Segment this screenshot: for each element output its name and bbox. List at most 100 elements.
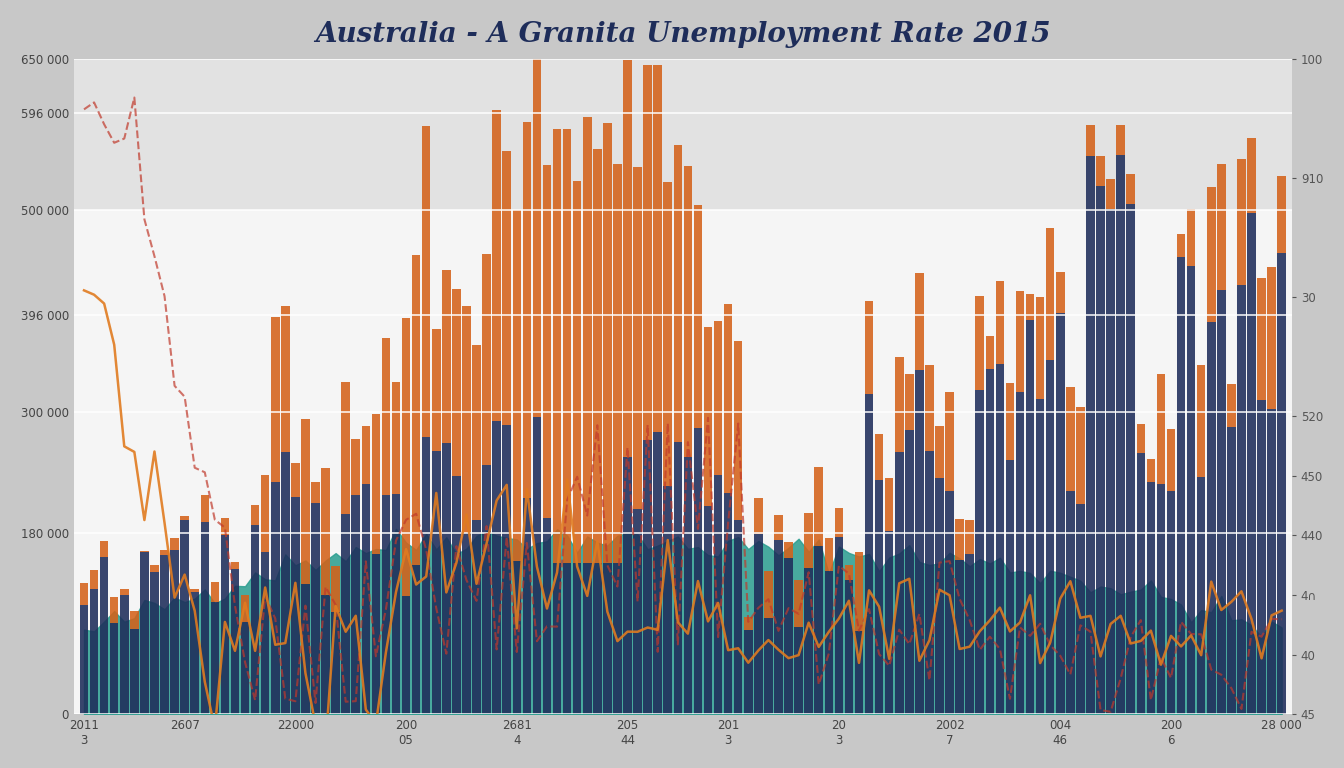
Bar [1277, 253, 1286, 714]
Bar [332, 613, 340, 714]
Bar [1016, 392, 1024, 714]
Bar [251, 505, 259, 525]
Bar [1025, 294, 1035, 320]
Bar [312, 503, 320, 714]
Bar [1097, 187, 1105, 714]
Bar [794, 627, 802, 714]
Bar [140, 551, 149, 714]
Bar [1177, 233, 1185, 257]
Bar [1198, 477, 1206, 714]
Bar [130, 611, 138, 629]
Bar [151, 571, 159, 714]
Bar [79, 583, 89, 605]
Bar [200, 495, 210, 521]
Bar [1066, 492, 1075, 714]
Bar [231, 562, 239, 569]
Bar [1157, 484, 1165, 714]
Bar [552, 563, 562, 714]
Bar [431, 329, 441, 452]
Bar [774, 515, 782, 541]
Bar [583, 563, 591, 714]
Bar [462, 534, 470, 714]
Bar [925, 366, 934, 451]
Bar [785, 542, 793, 558]
Bar [1187, 266, 1195, 714]
Bar [573, 563, 582, 714]
Bar [1066, 387, 1075, 492]
Bar [855, 552, 863, 631]
Bar [1146, 459, 1154, 482]
Bar [532, 34, 542, 417]
Bar [714, 475, 722, 714]
Bar [482, 465, 491, 714]
Bar [341, 514, 349, 714]
Bar [352, 495, 360, 714]
Bar [644, 65, 652, 441]
Bar [120, 594, 129, 714]
Bar [472, 521, 481, 714]
Bar [1106, 209, 1116, 714]
Bar [74, 58, 1292, 210]
Bar [864, 301, 874, 394]
Bar [442, 270, 450, 442]
Bar [1126, 204, 1134, 714]
Bar [382, 338, 390, 495]
Bar [965, 520, 974, 554]
Bar [1117, 155, 1125, 714]
Bar [90, 589, 98, 714]
Bar [1198, 366, 1206, 477]
Bar [180, 516, 190, 520]
Bar [1025, 320, 1035, 714]
Bar [552, 129, 562, 563]
Bar [1137, 453, 1145, 714]
Bar [875, 435, 883, 481]
Bar [915, 273, 923, 370]
Bar [341, 382, 349, 514]
Bar [1187, 209, 1195, 266]
Bar [321, 468, 329, 595]
Bar [1046, 360, 1055, 714]
Bar [462, 306, 470, 534]
Bar [1157, 374, 1165, 484]
Bar [1167, 429, 1175, 491]
Bar [1247, 138, 1255, 213]
Bar [472, 345, 481, 521]
Bar [724, 303, 732, 492]
Bar [935, 478, 943, 714]
Bar [503, 425, 511, 714]
Bar [633, 167, 642, 508]
Bar [765, 618, 773, 714]
Bar [563, 129, 571, 563]
Bar [382, 495, 390, 714]
Bar [824, 538, 833, 571]
Bar [312, 482, 320, 503]
Bar [231, 569, 239, 714]
Bar [694, 205, 702, 429]
Bar [482, 254, 491, 465]
Bar [945, 491, 954, 714]
Bar [814, 546, 823, 714]
Bar [925, 451, 934, 714]
Bar [1005, 460, 1015, 714]
Bar [754, 534, 762, 714]
Bar [1036, 399, 1044, 714]
Bar [543, 164, 551, 518]
Bar [754, 498, 762, 534]
Bar [785, 558, 793, 714]
Bar [503, 151, 511, 425]
Bar [745, 630, 753, 714]
Bar [1267, 267, 1275, 409]
Bar [844, 564, 853, 581]
Bar [583, 117, 591, 563]
Bar [996, 364, 1004, 714]
Bar [664, 485, 672, 714]
Bar [1207, 322, 1215, 714]
Bar [805, 513, 813, 568]
Bar [985, 336, 995, 369]
Bar [603, 123, 612, 563]
Bar [402, 318, 410, 597]
Bar [362, 484, 370, 714]
Bar [613, 164, 622, 563]
Bar [915, 370, 923, 714]
Bar [301, 584, 309, 714]
